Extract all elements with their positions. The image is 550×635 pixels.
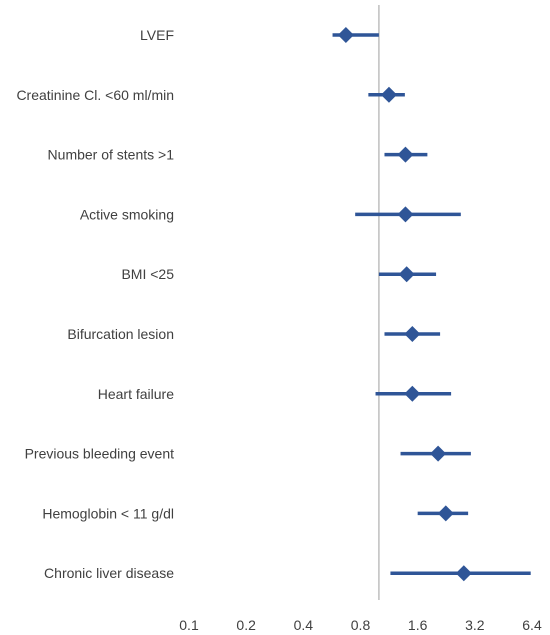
row-label: Creatinine Cl. <60 ml/min	[16, 87, 174, 103]
point-estimate-marker	[437, 505, 454, 522]
x-tick-label: 0.4	[294, 617, 314, 633]
x-tick-label: 6.4	[522, 617, 542, 633]
x-tick-label: 0.2	[236, 617, 256, 633]
data-rows	[332, 27, 531, 582]
x-tick-label: 0.1	[179, 617, 199, 633]
point-estimate-marker	[455, 565, 472, 582]
point-estimate-marker	[398, 266, 415, 283]
point-estimate-marker	[404, 385, 421, 402]
x-tick-label: 0.8	[351, 617, 371, 633]
row-label: Hemoglobin < 11 g/dl	[42, 505, 174, 521]
row-label: BMI <25	[121, 266, 174, 282]
row-label: Number of stents >1	[48, 147, 175, 163]
x-tick-label: 1.6	[408, 617, 428, 633]
point-estimate-marker	[430, 445, 447, 462]
point-estimate-marker	[337, 27, 354, 43]
point-estimate-marker	[397, 206, 414, 223]
x-axis-tick-labels: 0.1 0.2 0.4 0.8 1.6 3.2 6.4	[179, 617, 542, 633]
point-estimate-marker	[380, 86, 397, 103]
point-estimate-marker	[404, 326, 421, 342]
row-label: Heart failure	[98, 386, 174, 402]
row-label: LVEF	[140, 27, 174, 43]
row-label: Bifurcation lesion	[67, 326, 174, 342]
x-tick-label: 3.2	[465, 617, 485, 633]
row-labels: LVEF Creatinine Cl. <60 ml/min Number of s…	[16, 27, 174, 581]
row-label: Active smoking	[80, 206, 174, 222]
row-label: Previous bleeding event	[25, 446, 175, 462]
row-label: Chronic liver disease	[44, 565, 174, 581]
point-estimate-marker	[397, 146, 414, 163]
